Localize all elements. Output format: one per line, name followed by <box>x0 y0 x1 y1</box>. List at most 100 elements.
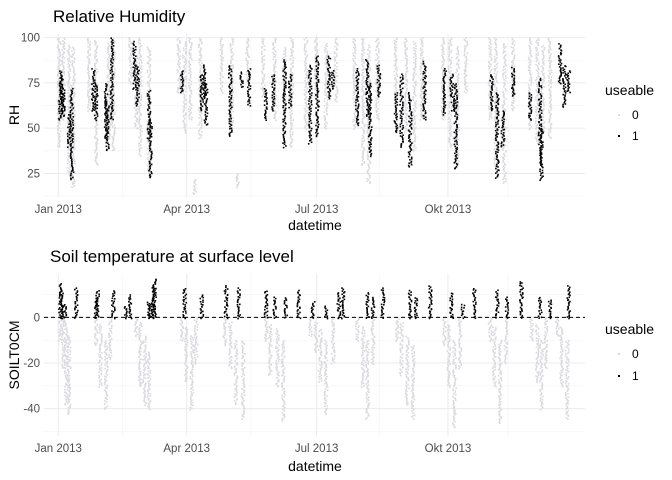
rh-data-point <box>247 86 249 89</box>
rh-data-point <box>63 51 65 53</box>
rh-data-point <box>421 52 423 54</box>
rh-data-point <box>529 38 531 41</box>
rh-data-point <box>108 105 110 107</box>
rh-data-point <box>111 81 114 84</box>
rh-data-point <box>333 56 336 58</box>
rh-data-point <box>57 114 60 117</box>
rh-data-point <box>541 71 544 73</box>
rh-data-point <box>178 59 180 61</box>
rh-point-cluster-0 <box>375 37 380 121</box>
rh-data-point <box>188 41 191 44</box>
rh-data-point <box>490 59 493 61</box>
rh-data-point <box>62 79 65 82</box>
rh-data-point <box>61 85 63 88</box>
rh-data-point <box>239 77 242 79</box>
rh-data-point <box>66 132 69 135</box>
rh-data-point <box>229 45 232 48</box>
rh-data-point <box>304 86 307 88</box>
rh-data-point <box>112 146 115 149</box>
rh-data-point <box>413 149 415 151</box>
rh-data-point <box>149 64 152 66</box>
rh-data-point <box>247 103 249 106</box>
rh-data-point <box>543 86 545 88</box>
rh-data-point <box>62 106 64 109</box>
rh-data-point <box>307 143 310 145</box>
rh-data-point <box>188 85 190 88</box>
rh-data-point <box>242 82 244 84</box>
rh-data-point <box>134 101 136 104</box>
rh-data-point <box>248 84 250 86</box>
rh-data-point <box>57 85 60 87</box>
rh-data-point <box>548 121 550 124</box>
rh-data-point <box>503 57 505 60</box>
rh-data-point <box>317 64 320 66</box>
rh-data-point <box>368 56 371 59</box>
rh-data-point <box>529 93 532 96</box>
rh-data-point <box>455 100 457 103</box>
rh-data-point <box>284 67 286 69</box>
rh-data-point <box>107 84 110 87</box>
rh-data-point <box>178 85 181 88</box>
rh-data-point <box>528 94 531 96</box>
rh-data-point <box>274 99 276 102</box>
rh-data-point <box>316 37 318 39</box>
rh-data-point <box>149 89 152 92</box>
rh-data-point <box>314 88 316 91</box>
rh-data-point <box>265 89 267 91</box>
rh-data-point <box>96 104 99 106</box>
rh-data-point <box>106 138 109 140</box>
rh-data-point <box>182 80 184 83</box>
rh-data-point <box>110 37 112 39</box>
rh-data-point <box>362 103 364 106</box>
rh-data-point <box>536 130 539 133</box>
rh-data-point <box>536 107 538 109</box>
rh-data-point <box>450 98 452 100</box>
rh-data-point <box>57 68 59 70</box>
rh-data-point <box>92 80 95 82</box>
rh-data-point <box>273 114 276 116</box>
rh-data-point <box>489 111 492 113</box>
rh-data-point <box>442 41 445 43</box>
rh-data-point <box>94 126 96 128</box>
rh-data-point <box>105 115 108 118</box>
rh-data-point <box>537 104 539 106</box>
rh-data-point <box>421 39 423 42</box>
rh-point-cluster-1 <box>179 70 185 94</box>
rh-data-point <box>335 42 337 45</box>
rh-data-point <box>129 53 132 55</box>
rh-data-point <box>246 42 249 44</box>
rh-data-point <box>104 104 107 107</box>
rh-data-point <box>317 126 319 129</box>
rh-data-point <box>354 44 356 47</box>
rh-data-point <box>421 98 424 100</box>
rh-data-point <box>363 125 366 128</box>
rh-data-point <box>263 104 266 106</box>
rh-data-point <box>130 42 132 45</box>
rh-data-point <box>356 68 359 70</box>
rh-data-point <box>232 52 235 55</box>
rh-data-point <box>69 126 71 128</box>
rh-data-point <box>72 104 75 107</box>
rh-data-point <box>328 83 331 86</box>
rh-data-point <box>324 46 326 49</box>
rh-point-cluster-0 <box>463 37 469 94</box>
rh-data-point <box>375 109 378 112</box>
rh-data-point <box>273 77 276 80</box>
rh-data-point <box>529 79 531 81</box>
rh-data-point <box>95 49 97 51</box>
rh-data-point <box>200 60 202 62</box>
rh-data-point <box>537 115 540 117</box>
rh-data-point <box>367 66 369 68</box>
rh-data-point <box>326 66 328 68</box>
rh-data-point <box>367 165 370 167</box>
rh-data-point <box>448 86 450 89</box>
rh-data-point <box>229 111 231 113</box>
rh-data-point <box>232 64 234 66</box>
rh-data-point <box>495 46 497 49</box>
rh-data-point <box>527 123 530 126</box>
rh-data-point <box>108 137 111 140</box>
rh-data-point <box>420 90 422 92</box>
rh-data-point <box>134 48 137 51</box>
rh-data-point <box>106 108 109 110</box>
rh-data-point <box>529 49 532 52</box>
